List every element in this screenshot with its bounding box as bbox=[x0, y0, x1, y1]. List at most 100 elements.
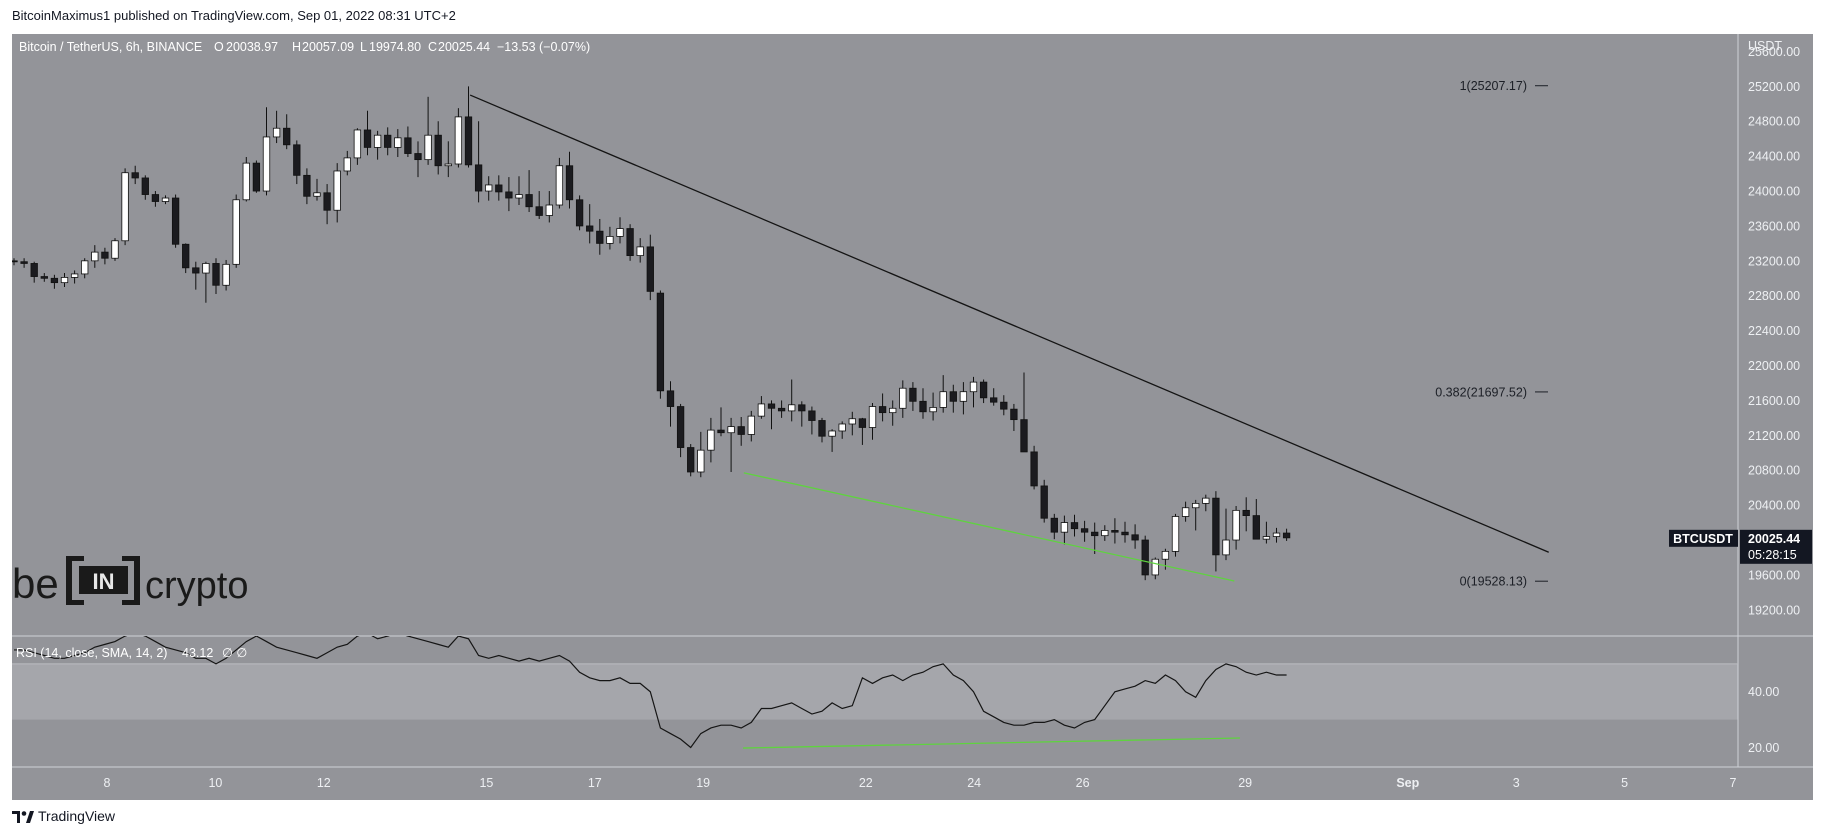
legend-change: −13.53 (−0.07%) bbox=[497, 40, 590, 54]
candle-body-bear bbox=[495, 184, 503, 193]
candle-body-bear bbox=[171, 197, 180, 245]
candle-body-bear bbox=[798, 404, 806, 412]
candle-body-bear bbox=[363, 129, 372, 148]
candle bbox=[323, 184, 331, 225]
candle bbox=[343, 150, 351, 176]
candle bbox=[1151, 557, 1159, 580]
candle bbox=[626, 224, 634, 261]
fib-level-label: 0.382(21697.52) bbox=[1435, 385, 1527, 399]
candle-body-bear bbox=[818, 420, 826, 437]
rsi-legend: RSI (14, close, SMA, 14, 2) 43.12 ∅ ∅ bbox=[16, 646, 247, 660]
candle bbox=[1141, 535, 1149, 581]
price-axis-tick: 21200.00 bbox=[1748, 429, 1800, 443]
candle bbox=[485, 176, 493, 201]
candle bbox=[303, 168, 311, 205]
published-caption: BitcoinMaximus1 published on TradingView… bbox=[12, 8, 456, 23]
candle bbox=[444, 141, 452, 178]
candle bbox=[777, 400, 786, 418]
candle-body-bear bbox=[131, 172, 139, 179]
candle bbox=[1020, 372, 1028, 453]
price-axis-tick: 24000.00 bbox=[1748, 185, 1800, 199]
candle-body-bear bbox=[151, 194, 160, 202]
candle bbox=[1080, 520, 1089, 542]
candle-body-bear bbox=[1242, 509, 1250, 516]
candle-body-bull bbox=[424, 134, 432, 161]
candle bbox=[252, 160, 261, 193]
candle-body-bear bbox=[1252, 515, 1260, 540]
candle-body-bear bbox=[1030, 451, 1038, 487]
candle bbox=[747, 410, 755, 442]
candle bbox=[1171, 513, 1180, 557]
candle-body-bull bbox=[232, 199, 240, 265]
candle bbox=[828, 429, 836, 452]
candle-body-bull bbox=[1181, 507, 1190, 517]
legend-o-label: O bbox=[214, 40, 224, 54]
candle-body-bear bbox=[586, 225, 594, 232]
candle bbox=[1262, 521, 1271, 544]
candle-body-bull bbox=[70, 273, 79, 278]
candle bbox=[1252, 499, 1260, 540]
candle-body-bull bbox=[959, 391, 968, 402]
candle bbox=[727, 417, 735, 472]
rsi-pane bbox=[14, 636, 1287, 749]
candle bbox=[575, 195, 584, 231]
candle bbox=[818, 417, 826, 443]
candle bbox=[81, 258, 89, 279]
candle-body-bear bbox=[192, 267, 200, 274]
rsi-extra: ∅ ∅ bbox=[222, 646, 247, 660]
candle-body-bull bbox=[1151, 558, 1159, 576]
time-axis-tick: 22 bbox=[859, 776, 873, 790]
candle bbox=[373, 130, 382, 160]
time-axis-tick: 26 bbox=[1076, 776, 1090, 790]
tradingview-footer[interactable]: TradingView bbox=[12, 808, 115, 824]
rsi-line bbox=[14, 636, 1287, 749]
candle-body-bear bbox=[737, 426, 745, 435]
candle bbox=[272, 110, 281, 144]
candle-body-bear bbox=[1131, 534, 1139, 541]
candle bbox=[1192, 499, 1200, 531]
candle bbox=[232, 194, 240, 268]
candle-body-bull bbox=[1161, 550, 1170, 560]
price-axis-tick: 21600.00 bbox=[1748, 394, 1800, 408]
candle bbox=[434, 121, 442, 175]
candle-body-bear bbox=[50, 277, 59, 284]
symbol-title: Bitcoin / TetherUS, 6h, BINANCE bbox=[19, 40, 202, 54]
candle bbox=[1131, 524, 1139, 549]
candle-body-bear bbox=[666, 390, 675, 407]
candle bbox=[1111, 518, 1119, 544]
candle-body-bull bbox=[636, 246, 644, 257]
candle-body-bear bbox=[1010, 408, 1018, 421]
fib-level-label: 0(19528.13) bbox=[1460, 575, 1527, 589]
candle-body-bear bbox=[909, 387, 917, 402]
candle bbox=[1242, 497, 1250, 532]
chart-canvas[interactable]: 1(25207.17) 0.382(21697.52) 0(19528.13) be I… bbox=[0, 0, 1825, 800]
candle-body-bear bbox=[1212, 497, 1220, 556]
candle-body-bear bbox=[474, 164, 483, 192]
candle-body-bull bbox=[1060, 522, 1069, 533]
candle-body-bear bbox=[283, 127, 291, 146]
candle-body-bear bbox=[212, 263, 220, 286]
rsi-band bbox=[12, 663, 1738, 720]
candle-body-bull bbox=[939, 391, 947, 408]
candle bbox=[12, 258, 18, 266]
candle-body-bear bbox=[1091, 531, 1099, 537]
time-axis-tick: 29 bbox=[1238, 776, 1252, 790]
candle bbox=[313, 178, 321, 201]
legend-c-value: 20025.44 bbox=[438, 40, 490, 54]
candle bbox=[666, 381, 675, 427]
candle bbox=[555, 157, 564, 209]
time-axis-tick: 5 bbox=[1621, 776, 1628, 790]
time-axis-tick: 12 bbox=[317, 776, 331, 790]
candle bbox=[464, 86, 473, 168]
candle bbox=[40, 273, 48, 282]
candle bbox=[505, 177, 513, 212]
price-pane: 1(25207.17) 0.382(21697.52) 0(19528.13) be I… bbox=[12, 79, 1549, 607]
candle bbox=[545, 191, 553, 223]
candle bbox=[30, 261, 38, 283]
candle bbox=[525, 170, 533, 212]
price-axis-tick: 25200.00 bbox=[1748, 80, 1800, 94]
candle bbox=[707, 417, 715, 463]
price-axis-tick: 22400.00 bbox=[1748, 324, 1800, 338]
candle bbox=[868, 403, 877, 440]
time-axis-tick: 10 bbox=[208, 776, 222, 790]
